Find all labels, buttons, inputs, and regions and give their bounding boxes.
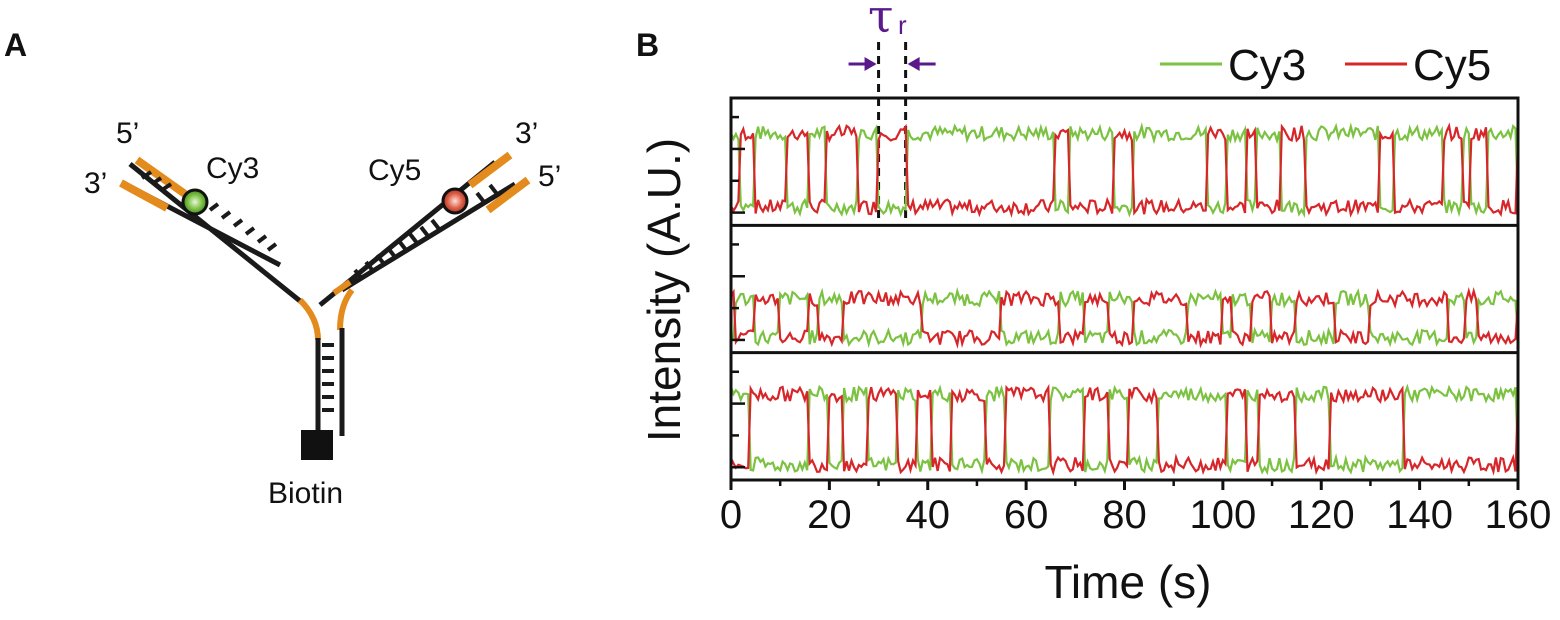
plot-area: 0 20 40 60 80 100 120 140 160 bbox=[720, 96, 1552, 537]
cy3-trace-2 bbox=[730, 286, 1520, 349]
tau-symbol: τ bbox=[868, 0, 893, 43]
y-axis-title: Intensity (A.U.) bbox=[638, 138, 690, 442]
right-bottom-end-label: 5’ bbox=[538, 160, 561, 193]
biotin-label: Biotin bbox=[268, 477, 343, 510]
tau-right-arrow-head bbox=[907, 57, 920, 71]
left-bottom-overhang bbox=[119, 179, 169, 212]
tau-left-arrow-head bbox=[864, 57, 877, 71]
cy5-trace-2 bbox=[730, 286, 1520, 349]
legend: Cy3 Cy5 bbox=[1160, 41, 1491, 90]
right-bottom-overhang bbox=[485, 176, 531, 214]
cy5-dye-marker bbox=[441, 187, 469, 215]
left-top-end-label: 5’ bbox=[116, 117, 139, 150]
x-tick-label: 100 bbox=[1190, 493, 1257, 537]
right-arm-base-pairs bbox=[353, 183, 499, 281]
tau-subscript: r bbox=[898, 10, 907, 40]
right-top-end-label: 3’ bbox=[515, 117, 538, 150]
legend-cy5-label: Cy5 bbox=[1413, 41, 1491, 90]
cy3-trace-3 bbox=[729, 383, 1520, 476]
left-arm-base-pairs bbox=[140, 170, 278, 252]
right-top-overhang bbox=[467, 151, 513, 189]
panel-b-chart: B Cy3 Cy5 τ r 0 20 40 60 80 100 120 140 160 Time… bbox=[636, 0, 1551, 608]
left-top-overhang bbox=[134, 156, 188, 198]
legend-cy3-label: Cy3 bbox=[1228, 41, 1306, 90]
x-tick-label: 80 bbox=[1102, 493, 1147, 537]
panel-b-label: B bbox=[636, 27, 659, 63]
cy5-trace-1 bbox=[730, 122, 1520, 218]
x-tick-label: 40 bbox=[906, 493, 951, 537]
x-tick-label: 60 bbox=[1004, 493, 1049, 537]
stem-strands bbox=[297, 288, 355, 460]
x-tick-label: 0 bbox=[720, 493, 742, 537]
cy3-dye-marker bbox=[181, 188, 209, 216]
x-tick-label: 140 bbox=[1386, 493, 1453, 537]
x-tick-label: 120 bbox=[1288, 493, 1355, 537]
stem-base-pairs bbox=[322, 343, 334, 412]
left-arm-strands bbox=[119, 156, 307, 307]
left-bottom-end-label: 3’ bbox=[84, 167, 107, 200]
x-tick-label: 160 bbox=[1485, 493, 1552, 537]
cy3-trace-1 bbox=[729, 122, 1520, 219]
dwell-time-annotation: τ r bbox=[848, 0, 936, 222]
cy5-trace-3 bbox=[730, 383, 1520, 477]
cy3-label: Cy3 bbox=[206, 152, 259, 185]
panel-a-label: A bbox=[4, 27, 27, 63]
x-axis-title: Time (s) bbox=[1045, 556, 1212, 608]
plot-frame bbox=[729, 96, 1520, 482]
x-tick-label: 20 bbox=[807, 493, 852, 537]
panel-a-diagram: A bbox=[4, 27, 561, 510]
cy5-label: Cy5 bbox=[368, 154, 421, 187]
right-arm-strands bbox=[318, 151, 531, 307]
biotin-anchor bbox=[301, 430, 333, 460]
